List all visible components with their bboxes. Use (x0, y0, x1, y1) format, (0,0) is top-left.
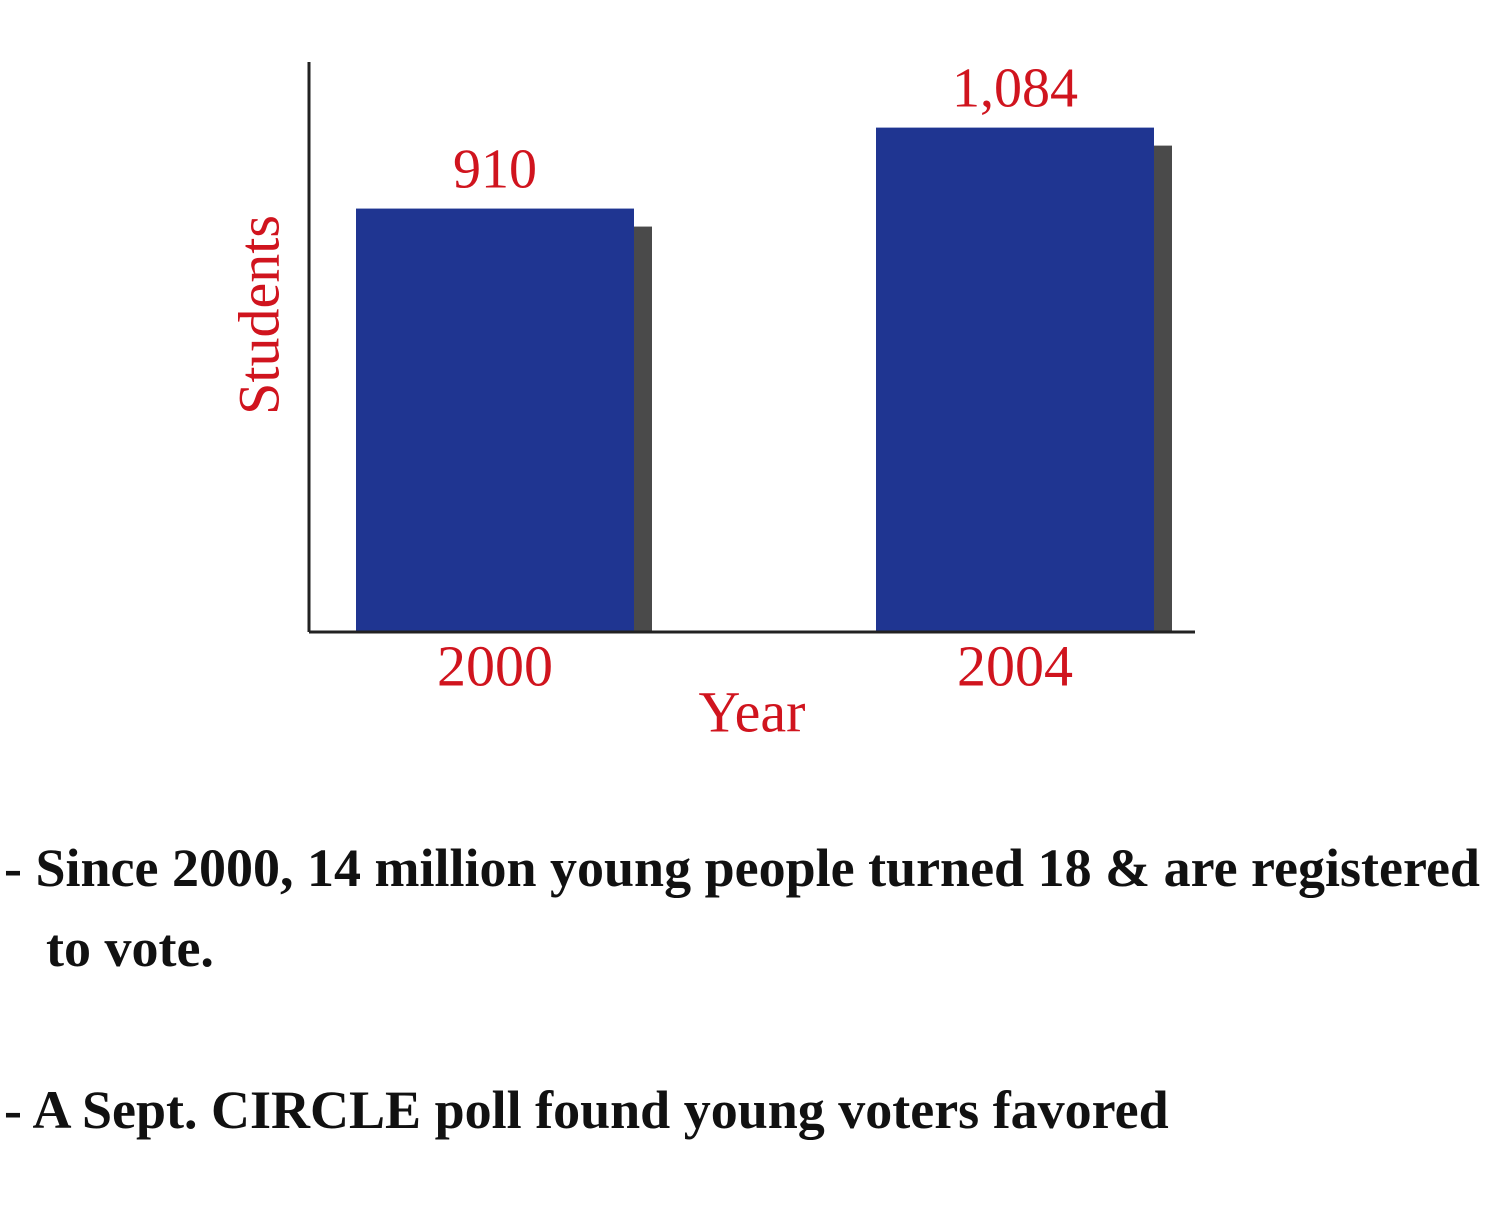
notes: - Since 2000, 14 million young people tu… (4, 828, 1494, 1232)
bar (876, 127, 1154, 633)
note: - Since 2000, 14 million young people tu… (4, 838, 1480, 978)
x-tick-label: 2000 (437, 633, 553, 698)
note: - A Sept. CIRCLE poll found young voters… (4, 1080, 1169, 1140)
value-label: 1,084 (952, 57, 1078, 119)
chart: Students Year 910 2000 1,084 2004 (226, 57, 1195, 744)
x-axis-label: Year (699, 679, 806, 744)
value-label: 910 (453, 138, 537, 200)
y-axis-label: Students (226, 215, 291, 415)
x-tick-label: 2004 (957, 633, 1073, 698)
bar (356, 208, 634, 633)
page: Students Year 910 2000 1,084 2004 - Since 2… (4, 57, 1480, 1140)
